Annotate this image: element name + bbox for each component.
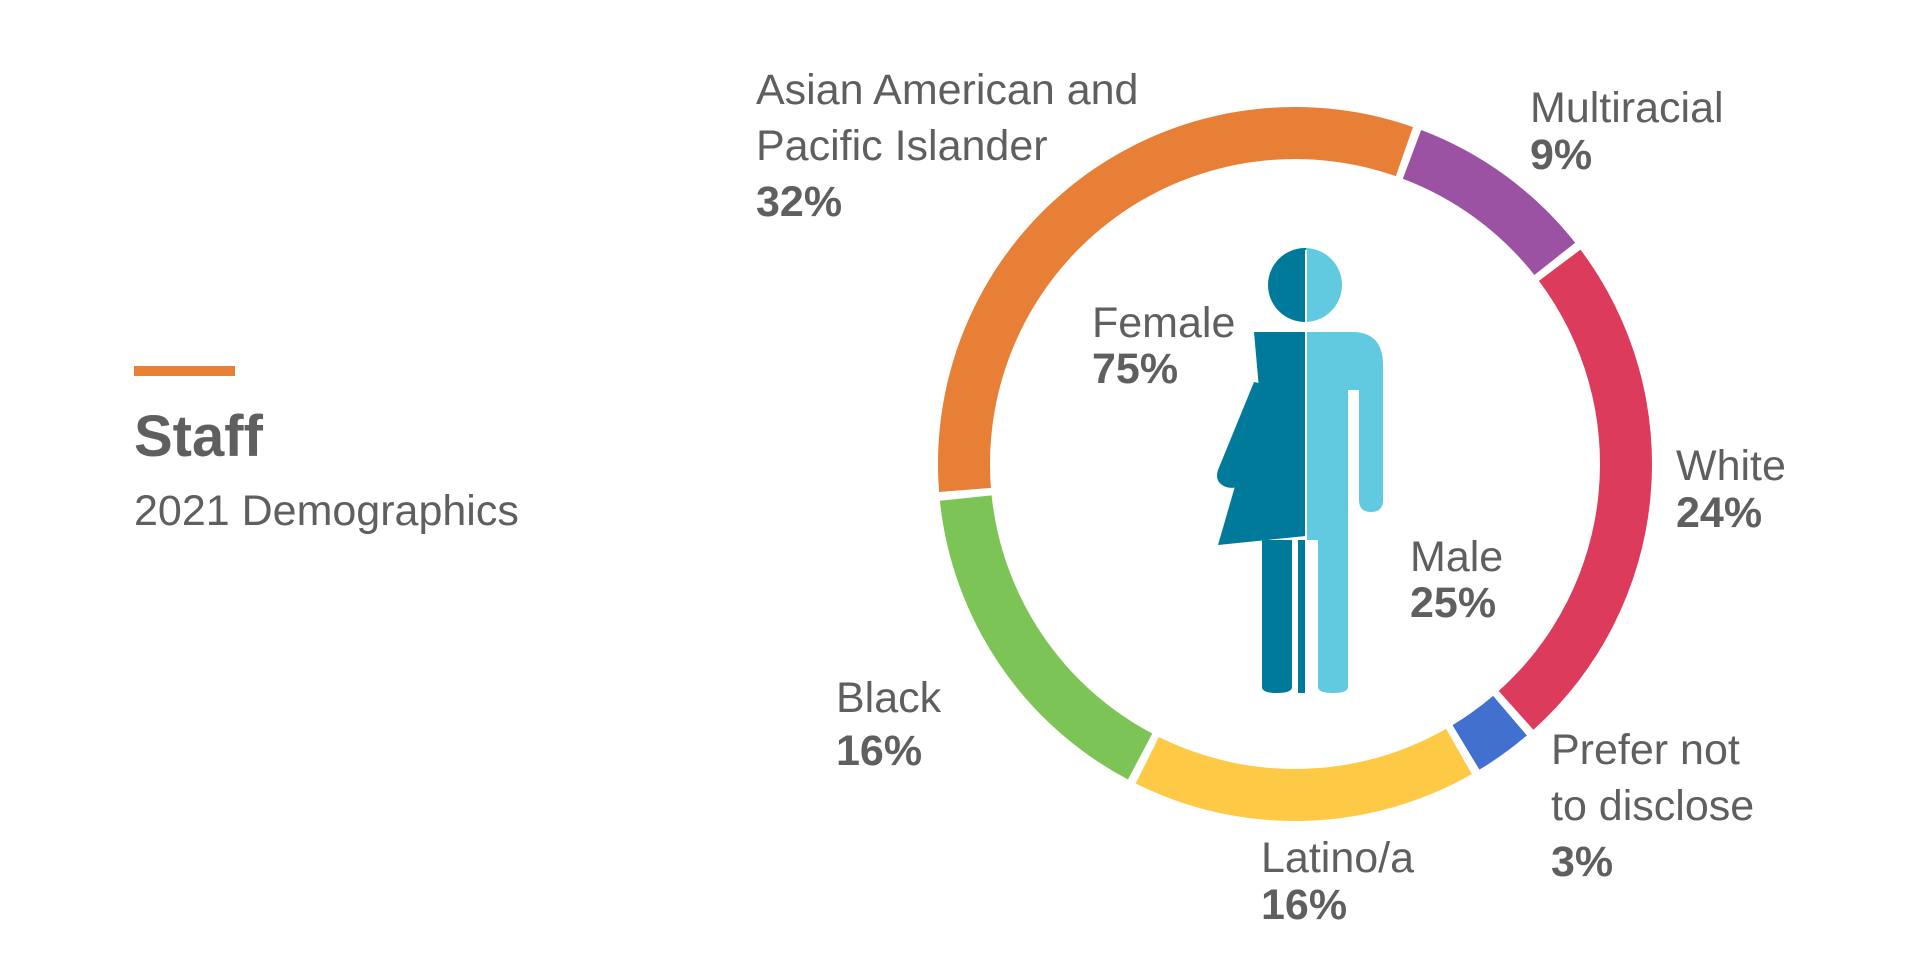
slice-label-prefer-not-to-disclose: to disclose [1551,782,1754,830]
slice-label-multiracial: Multiracial [1530,84,1724,132]
gender-value-female: 75% [1092,345,1178,393]
page-subtitle: 2021 Demographics [134,487,519,535]
donut-slice-black [939,495,1153,780]
gender-figure-icon [1217,248,1383,700]
male-half-figure [1306,248,1383,693]
gender-value-male: 25% [1410,579,1496,627]
donut-slice-asian-american-and-pacific-islander [938,106,1413,493]
slice-value-asian-american-and-pacific-islander: 32% [756,178,842,226]
slice-value-latino-a: 16% [1261,881,1347,929]
gender-label-male: Male [1410,533,1503,581]
gender-label-female: Female [1092,299,1235,347]
slice-label-asian-american-and-pacific-islander: Asian American and [756,66,1138,114]
slice-label-black: Black [836,674,942,722]
slice-value-multiracial: 9% [1530,131,1592,179]
slice-value-white: 24% [1676,489,1762,537]
slice-value-black: 16% [836,727,922,775]
female-half-figure [1217,248,1306,693]
slice-value-prefer-not-to-disclose: 3% [1551,838,1613,886]
ethnicity-donut-ring [938,106,1653,822]
donut-slice-white [1498,249,1653,730]
donut-slice-prefer-not-to-disclose [1452,695,1527,770]
slice-label-asian-american-and-pacific-islander: Pacific Islander [756,122,1048,170]
slice-label-white: White [1676,442,1786,490]
slice-label-prefer-not-to-disclose: Prefer not [1551,726,1740,774]
donut-slice-multiracial [1402,130,1576,275]
page-title: Staff [134,404,263,469]
donut-slice-latino-a [1135,728,1472,822]
title-accent-bar [134,366,235,376]
slice-label-latino-a: Latino/a [1261,834,1414,882]
